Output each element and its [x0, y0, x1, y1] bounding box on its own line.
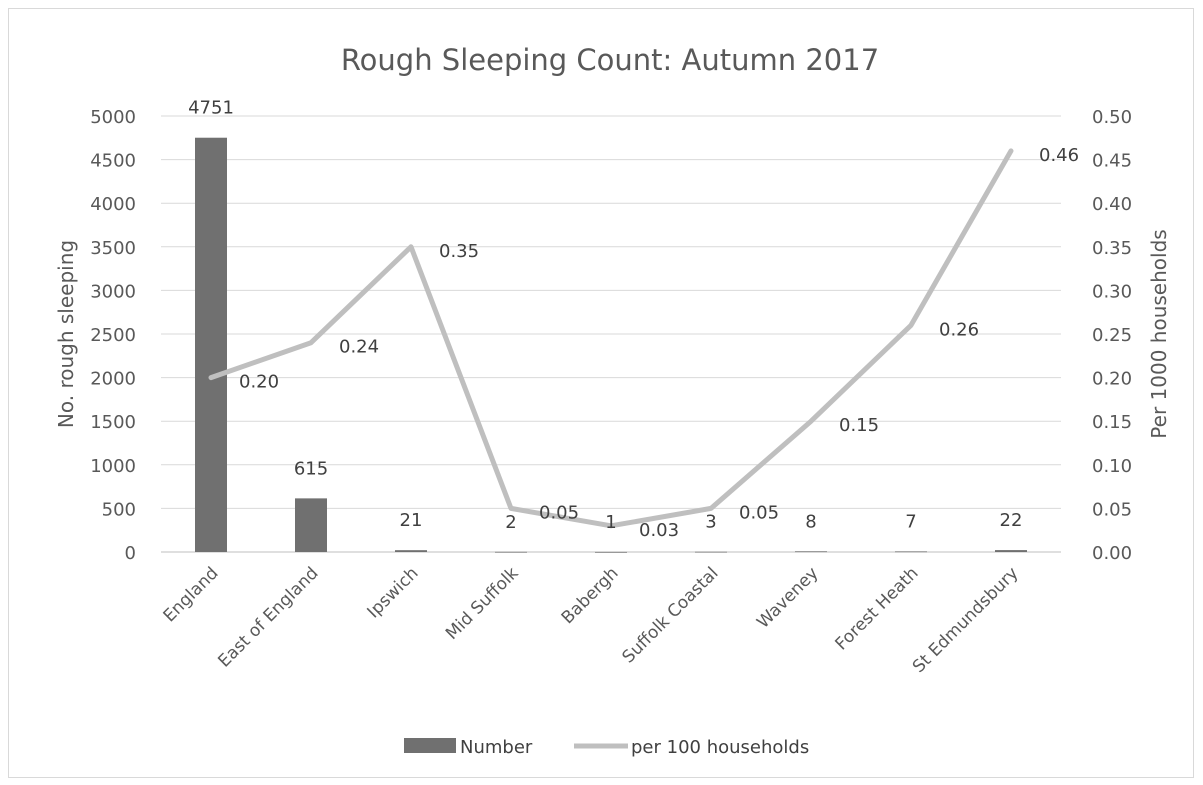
bar-data-label: 4751: [188, 98, 234, 119]
right-tick-label: 0.40: [1092, 194, 1132, 215]
bar-data-label: 615: [294, 458, 328, 479]
left-axis-title: No. rough sleeping: [54, 240, 78, 428]
right-tick-label: 0.15: [1092, 412, 1132, 433]
bar-data-label: 22: [1000, 510, 1023, 531]
left-tick-label: 4500: [90, 151, 136, 172]
legend: Number per 100 households: [404, 737, 809, 758]
bar-data-label: 8: [805, 511, 816, 532]
line-data-label: 0.20: [239, 372, 279, 393]
category-label: Waveney: [753, 563, 822, 632]
category-label: England: [160, 563, 223, 626]
line-data-label: 0.46: [1039, 145, 1079, 166]
right-tick-label: 0.25: [1092, 325, 1132, 346]
left-tick-label: 4000: [90, 194, 136, 215]
right-axis-ticks: 0.00 0.05 0.10 0.15 0.20 0.25 0.30 0.35 0.40 0.45…: [1092, 107, 1132, 564]
bar-series: [195, 137, 1027, 553]
bar-data-label: 3: [705, 512, 716, 533]
left-tick-label: 0: [125, 543, 136, 564]
line-data-label: 0.05: [739, 502, 779, 523]
category-label: Mid Suffolk: [442, 563, 523, 644]
bar: [295, 498, 327, 552]
line-point: [310, 342, 312, 344]
right-tick-label: 0.50: [1092, 107, 1132, 128]
bar: [495, 551, 527, 553]
line-point: [1010, 150, 1012, 152]
line-point: [610, 525, 612, 527]
line-data-label: 0.24: [339, 337, 379, 358]
legend-label-per-100-households: per 100 households: [631, 737, 809, 758]
category-label: Suffolk Coastal: [619, 563, 723, 667]
legend-swatch-number: [404, 738, 456, 753]
bar: [995, 550, 1027, 552]
category-label: St Edmundsbury: [909, 563, 1023, 677]
line-data-label: 0.15: [839, 415, 879, 436]
series-line: [208, 148, 1014, 529]
chart-title: Rough Sleeping Count: Autumn 2017: [341, 43, 879, 77]
left-tick-label: 3000: [90, 281, 136, 302]
bar-data-label: 7: [905, 511, 916, 532]
line-data-labels: 0.20 0.24 0.35 0.05 0.03 0.05 0.15 0.26 0.46: [239, 145, 1079, 541]
bar: [695, 551, 727, 553]
line-point: [810, 420, 812, 422]
left-tick-label: 2000: [90, 369, 136, 390]
right-tick-label: 0.20: [1092, 369, 1132, 390]
right-tick-label: 0.35: [1092, 238, 1132, 259]
bar: [195, 137, 227, 552]
line-point: [210, 377, 212, 379]
right-tick-label: 0.10: [1092, 456, 1132, 477]
right-tick-label: 0.30: [1092, 281, 1132, 302]
line-series: [208, 148, 1014, 529]
category-label: Babergh: [558, 563, 623, 628]
bar-data-label: 21: [400, 510, 423, 531]
bar: [395, 550, 427, 552]
left-tick-label: 5000: [90, 107, 136, 128]
line-data-label: 0.03: [639, 520, 679, 541]
category-label: East of England: [214, 563, 322, 671]
line-data-label: 0.05: [539, 502, 579, 523]
right-tick-label: 0.00: [1092, 543, 1132, 564]
right-axis-title: Per 1000 households: [1147, 229, 1171, 438]
bar: [795, 551, 827, 553]
right-tick-label: 0.45: [1092, 151, 1132, 172]
left-tick-label: 1500: [90, 412, 136, 433]
left-tick-label: 3500: [90, 238, 136, 259]
category-label: Ipswich: [364, 563, 423, 622]
left-tick-label: 1000: [90, 456, 136, 477]
line-point: [510, 507, 512, 509]
line-data-label: 0.26: [939, 319, 979, 340]
category-label: Forest Heath: [832, 563, 923, 654]
legend-label-number: Number: [460, 737, 533, 758]
line-data-label: 0.35: [439, 241, 479, 262]
left-tick-label: 500: [102, 499, 136, 520]
bar: [895, 551, 927, 553]
bar-data-label: 2: [505, 512, 516, 533]
left-tick-label: 2500: [90, 325, 136, 346]
right-tick-label: 0.05: [1092, 499, 1132, 520]
line-point: [910, 324, 912, 326]
bar-data-label: 1: [605, 512, 616, 533]
left-axis-ticks: 0 500 1000 1500 2000 2500 3000 3500 4000 4500 5000: [90, 107, 136, 564]
bar: [595, 551, 627, 553]
line-point: [410, 246, 412, 248]
gridlines: [161, 115, 1061, 553]
line-point: [710, 507, 712, 509]
